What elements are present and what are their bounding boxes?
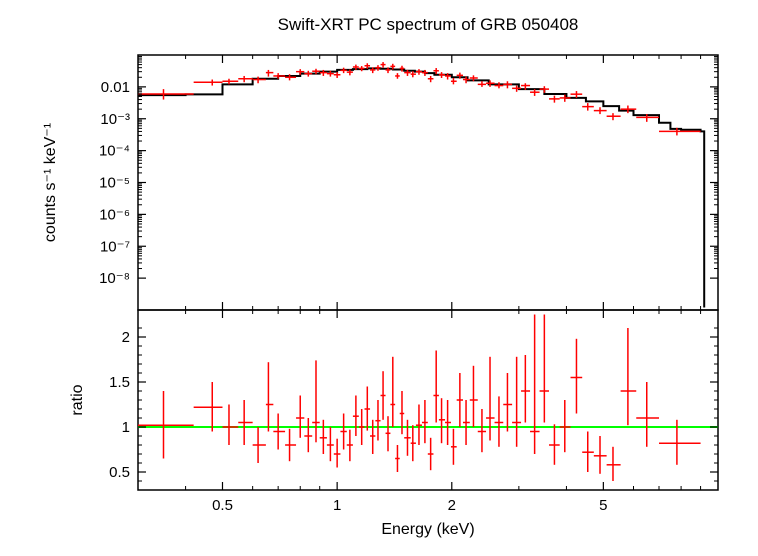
x-tick-label: 1 bbox=[333, 497, 341, 514]
y-tick-label-top: 10⁻⁴ bbox=[99, 143, 130, 160]
y-tick-label-top: 10⁻³ bbox=[100, 111, 130, 128]
xrt-spectrum-chart: Swift-XRT PC spectrum of GRB 050408 0.5 1 2… bbox=[0, 0, 758, 556]
y-tick-label-top: 0.01 bbox=[101, 79, 130, 96]
y-tick-label-top: 10⁻⁵ bbox=[99, 175, 130, 192]
y-tick-label-bottom: 0.5 bbox=[109, 464, 130, 481]
y-tick-label-bottom: 2 bbox=[122, 329, 130, 346]
chart-title: Swift-XRT PC spectrum of GRB 050408 bbox=[278, 15, 579, 34]
x-axis-label: Energy (keV) bbox=[381, 521, 474, 538]
x-tick-label: 0.5 bbox=[212, 497, 233, 514]
y-tick-label-top: 10⁻⁷ bbox=[100, 238, 130, 255]
y-axis-label-bottom: ratio bbox=[69, 384, 86, 415]
y-tick-label-bottom: 1.5 bbox=[109, 374, 130, 391]
ratio-points bbox=[138, 315, 701, 482]
model-curve bbox=[138, 68, 704, 307]
y-tick-label-bottom: 1 bbox=[122, 419, 130, 436]
y-tick-label-top: 10⁻⁶ bbox=[99, 206, 130, 223]
y-tick-label-top: 10⁻⁸ bbox=[99, 270, 130, 287]
y-axis-label-top: counts s⁻¹ keV⁻¹ bbox=[42, 123, 59, 242]
spectrum-points-top bbox=[138, 62, 701, 135]
x-tick-label: 5 bbox=[599, 497, 607, 514]
x-tick-label: 2 bbox=[448, 497, 456, 514]
